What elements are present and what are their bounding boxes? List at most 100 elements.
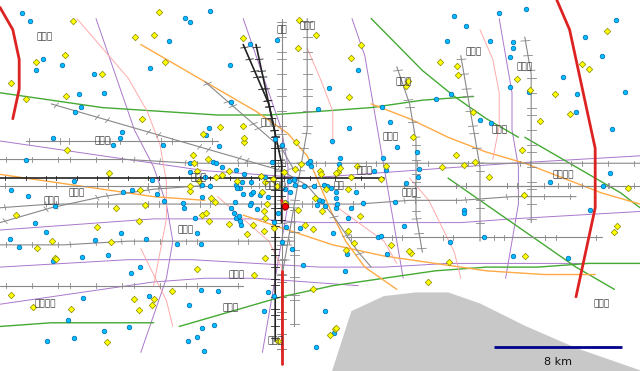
Point bbox=[319, 182, 329, 188]
Point bbox=[185, 160, 195, 165]
Point bbox=[294, 17, 304, 23]
Point bbox=[260, 179, 271, 185]
Point bbox=[214, 143, 224, 149]
Point bbox=[436, 164, 447, 170]
Point bbox=[565, 111, 575, 117]
Point bbox=[300, 222, 310, 228]
Point bbox=[373, 234, 383, 240]
Point bbox=[160, 59, 170, 65]
Point bbox=[234, 213, 244, 219]
Point bbox=[453, 72, 463, 78]
Point bbox=[255, 191, 266, 197]
Point bbox=[5, 80, 15, 86]
Point bbox=[272, 37, 282, 43]
Point bbox=[611, 17, 621, 23]
Point bbox=[280, 186, 290, 192]
Point bbox=[284, 178, 294, 184]
Point bbox=[570, 109, 580, 115]
Point bbox=[326, 138, 337, 144]
Point bbox=[69, 178, 79, 184]
Point bbox=[198, 348, 209, 354]
Point bbox=[317, 198, 327, 204]
Point bbox=[511, 76, 522, 82]
Point bbox=[235, 185, 245, 191]
Point bbox=[216, 172, 227, 178]
Point bbox=[238, 122, 248, 128]
Point bbox=[145, 65, 155, 71]
Point bbox=[137, 116, 147, 122]
Text: 練馬区: 練馬区 bbox=[36, 33, 53, 42]
Point bbox=[215, 124, 225, 130]
Point bbox=[159, 198, 170, 204]
Point bbox=[226, 99, 236, 105]
Point bbox=[50, 255, 60, 261]
Point bbox=[378, 155, 388, 161]
Point bbox=[431, 96, 441, 102]
Point bbox=[273, 210, 283, 216]
Point bbox=[210, 198, 220, 204]
Point bbox=[204, 219, 214, 224]
Point bbox=[335, 165, 345, 171]
Point bbox=[484, 174, 494, 180]
Point bbox=[353, 162, 363, 168]
Text: 葛飾区: 葛飾区 bbox=[516, 62, 533, 71]
Point bbox=[584, 66, 594, 72]
Point bbox=[257, 189, 267, 195]
Point bbox=[322, 183, 332, 189]
Point bbox=[506, 54, 516, 60]
Point bbox=[201, 210, 211, 216]
Point bbox=[116, 230, 127, 236]
Point bbox=[302, 160, 312, 166]
Point bbox=[321, 186, 331, 192]
Polygon shape bbox=[333, 293, 640, 371]
Point bbox=[246, 191, 257, 197]
Point bbox=[200, 174, 210, 180]
Point bbox=[413, 174, 423, 180]
Point bbox=[296, 161, 307, 167]
Point bbox=[203, 156, 213, 162]
Point bbox=[445, 239, 455, 244]
Point bbox=[486, 120, 496, 126]
Point bbox=[346, 55, 356, 61]
Point bbox=[404, 249, 414, 255]
Text: 台東区: 台東区 bbox=[382, 133, 399, 142]
Point bbox=[479, 234, 489, 240]
Point bbox=[607, 126, 617, 132]
Point bbox=[349, 240, 359, 246]
Point bbox=[180, 15, 190, 21]
Point bbox=[517, 147, 527, 153]
Point bbox=[334, 161, 344, 167]
Point bbox=[355, 213, 365, 219]
Point bbox=[31, 59, 41, 65]
Point bbox=[312, 202, 322, 208]
Text: 想定区: 想定区 bbox=[491, 125, 508, 134]
Point bbox=[245, 40, 255, 46]
Point bbox=[193, 334, 203, 340]
Point bbox=[231, 182, 241, 188]
Text: 荒川区: 荒川区 bbox=[395, 77, 412, 86]
Point bbox=[377, 104, 387, 110]
Point bbox=[458, 207, 468, 213]
Point bbox=[196, 194, 207, 200]
Point bbox=[468, 109, 479, 115]
Point bbox=[520, 253, 530, 259]
Point bbox=[248, 221, 259, 227]
Point bbox=[460, 23, 470, 29]
Point bbox=[280, 200, 291, 206]
Point bbox=[185, 183, 195, 188]
Point bbox=[376, 233, 387, 239]
Point bbox=[205, 195, 216, 201]
Point bbox=[259, 208, 269, 214]
Point bbox=[196, 288, 207, 293]
Point bbox=[331, 189, 341, 195]
Point bbox=[413, 166, 424, 172]
Point bbox=[328, 230, 338, 236]
Point bbox=[6, 292, 16, 298]
Point bbox=[331, 206, 341, 211]
Point bbox=[524, 89, 534, 95]
Text: 墨田区: 墨田区 bbox=[356, 166, 373, 175]
Point bbox=[330, 326, 340, 332]
Point bbox=[521, 6, 531, 12]
Text: 江東区: 江東区 bbox=[401, 188, 418, 197]
Point bbox=[184, 170, 195, 175]
